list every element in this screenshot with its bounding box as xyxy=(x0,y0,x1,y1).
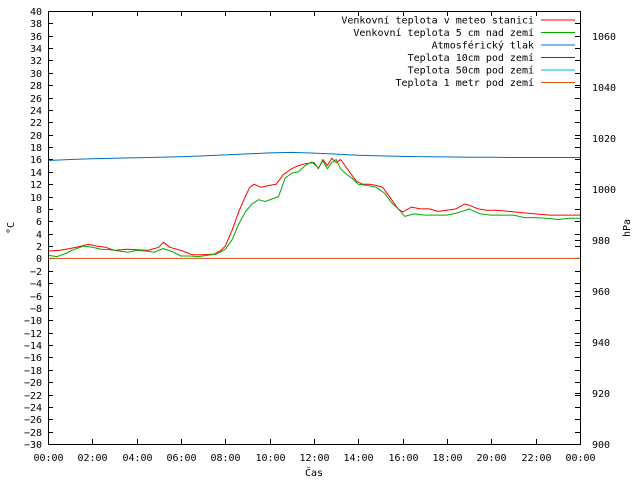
x-tick-label: 20:00 xyxy=(476,453,506,464)
y-tick-label: −18 xyxy=(24,366,42,377)
y-tick-label: 0 xyxy=(36,254,42,265)
legend: Venkovní teplota v meteo staniciVenkovní… xyxy=(341,15,575,89)
legend-label: Venkovní teplota 5 cm nad zemí xyxy=(353,27,534,39)
plot-border xyxy=(48,11,581,445)
x-tick-label: 10:00 xyxy=(255,453,285,464)
legend-label: Teplota 1 metr pod zemí xyxy=(396,77,534,89)
y-tick-label: 12 xyxy=(30,180,42,191)
y-tick-label: 22 xyxy=(30,118,42,129)
legend-label: Venkovní teplota v meteo stanici xyxy=(341,15,534,27)
y-tick-label: −2 xyxy=(30,267,42,278)
y-tick-label: −12 xyxy=(24,329,42,340)
y2-tick-label: 1040 xyxy=(592,83,616,94)
x-tick-label: 22:00 xyxy=(521,453,551,464)
x-tick-label: 04:00 xyxy=(122,453,152,464)
x-tick-label: 02:00 xyxy=(77,453,107,464)
y-tick-label: 32 xyxy=(30,56,42,67)
y-tick-label: −6 xyxy=(30,292,42,303)
legend-label: Atmosférický tlak xyxy=(432,40,534,52)
y-axis-label: °C xyxy=(6,222,17,234)
y-tick-label: 38 xyxy=(30,19,42,30)
series-layer xyxy=(47,151,580,259)
y-tick-label: −22 xyxy=(24,391,42,402)
legend-label: Teplota 10cm pod zemí xyxy=(408,52,534,64)
y-tick-label: 40 xyxy=(30,7,42,18)
y2-tick-label: 900 xyxy=(592,440,610,451)
x-axis-ticks: 00:00 02:00 04:00 06:00 08:00 10:00 12:00 14:00… xyxy=(33,11,596,464)
y-tick-label: 14 xyxy=(30,168,42,179)
right-y-axis-ticks: 900 920 940 960 980 1000 1020 1040 1060 xyxy=(575,32,616,451)
y-tick-label: 4 xyxy=(36,230,42,241)
y-tick-label: 20 xyxy=(30,131,42,142)
y-tick-label: 18 xyxy=(30,143,42,154)
right-y-axis-label: hPa xyxy=(622,219,633,237)
x-tick-label: 16:00 xyxy=(388,453,418,464)
y2-tick-label: 1020 xyxy=(592,134,616,145)
y-tick-label: 36 xyxy=(30,32,42,43)
y-tick-label: −24 xyxy=(24,403,42,414)
y-tick-label: 8 xyxy=(36,205,42,216)
y-tick-label: 30 xyxy=(30,69,42,80)
x-tick-label: 08:00 xyxy=(210,453,240,464)
y-tick-label: −14 xyxy=(24,341,42,352)
y-tick-label: 16 xyxy=(30,155,42,166)
y2-tick-label: 960 xyxy=(592,287,610,298)
y-tick-label: 24 xyxy=(30,106,42,117)
y2-tick-label: 940 xyxy=(592,338,610,349)
y-tick-label: −26 xyxy=(24,415,42,426)
x-axis-label: Čas xyxy=(305,466,323,479)
series-line-venkovni-teplota-v-meteo-stanici xyxy=(47,157,580,256)
y-tick-label: 2 xyxy=(36,242,42,253)
y-tick-label: −4 xyxy=(30,279,42,290)
y-tick-label: −20 xyxy=(24,378,42,389)
x-tick-label: 18:00 xyxy=(432,453,462,464)
x-tick-label: 12:00 xyxy=(299,453,329,464)
y-tick-label: −8 xyxy=(30,304,42,315)
y-tick-label: −28 xyxy=(24,428,42,439)
y-tick-label: −10 xyxy=(24,316,42,327)
x-tick-label: 14:00 xyxy=(343,453,373,464)
y2-tick-label: 1060 xyxy=(592,32,616,43)
left-y-axis-ticks: −30−28−26−24−22−20−18−16−14−12−10−8−6−4−… xyxy=(24,7,580,451)
y-tick-label: 26 xyxy=(30,94,42,105)
x-tick-label: 00:00 xyxy=(33,453,63,464)
y2-tick-label: 1000 xyxy=(592,185,616,196)
legend-label: Teplota 50cm pod zemí xyxy=(408,65,534,77)
y2-tick-label: 980 xyxy=(592,236,610,247)
series-line-atmosfericky-tlak xyxy=(47,151,580,161)
y-tick-label: 10 xyxy=(30,193,42,204)
y-tick-label: −30 xyxy=(24,440,42,451)
y-tick-label: 28 xyxy=(30,81,42,92)
x-tick-label: 00:00 xyxy=(565,453,595,464)
y-tick-label: −16 xyxy=(24,353,42,364)
y-tick-label: 34 xyxy=(30,44,42,55)
y-tick-label: 6 xyxy=(36,217,42,228)
y2-tick-label: 920 xyxy=(592,389,610,400)
x-tick-label: 06:00 xyxy=(166,453,196,464)
series-line-venkovni-teplota-5-cm-nad-zemi xyxy=(47,159,580,258)
